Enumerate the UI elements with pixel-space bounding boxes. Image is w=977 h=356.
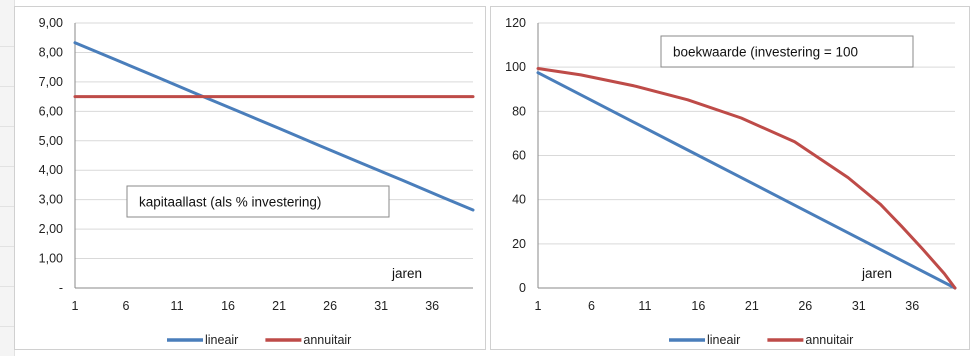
x-tick-label: 16 — [691, 299, 705, 313]
annotation-box — [660, 35, 914, 68]
legend-label-lineair: lineair — [205, 333, 238, 347]
chart-kapitaallast-svg: -1,002,003,004,005,006,007,008,009,001 6 1… — [39, 16, 475, 347]
x-tick-label: 1 — [72, 299, 79, 313]
y-tick-label: 20 — [512, 237, 526, 251]
y-tick-label: 5,00 — [39, 134, 63, 148]
y-tick-label: - — [59, 281, 63, 295]
x-tick-label: 6 — [123, 299, 130, 313]
y-tick-label: 80 — [512, 104, 526, 118]
y-tick-label: 7,00 — [39, 75, 63, 89]
y-tick-label: 4,00 — [39, 163, 63, 177]
y-tick-label: 8,00 — [39, 45, 63, 59]
annotation-box — [126, 185, 390, 218]
chart-kapitaallast: -1,00 2,00 3,00 4,00 5,00 6,00 7,00 8,00 9,00 1 6 1… — [14, 6, 486, 350]
x-tick-label: 11 — [638, 299, 651, 313]
y-tick-label: 1,00 — [39, 252, 63, 266]
x-axis-label: jaren — [391, 266, 422, 281]
y-tick-label: 60 — [512, 149, 526, 163]
x-tick-label: 31 — [852, 299, 866, 313]
y-tick-label: 6,00 — [39, 104, 63, 118]
series-line-lineair — [73, 41, 475, 212]
y-tick-label: 40 — [512, 193, 526, 207]
annotation-text: boekwaarde (investering = 100 — [673, 45, 858, 60]
y-tick-label: 0 — [519, 281, 526, 295]
x-tick-label: 31 — [374, 299, 388, 313]
chart-boekwaarde: 0 20 40 60 80 100 120 1 6 11 16 21 26 31 36 boekwaarde … — [490, 6, 970, 350]
series-line-annuitair — [536, 67, 957, 290]
legend-label-annuitair: annuitair — [303, 333, 351, 347]
x-tick-label: 1 — [535, 299, 542, 313]
y-tick-label: 120 — [505, 16, 526, 30]
y-tick-label: 3,00 — [39, 193, 63, 207]
row-gutter — [0, 0, 15, 356]
x-tick-label: 26 — [798, 299, 812, 313]
y-tick-label: 2,00 — [39, 222, 63, 236]
legend-label-lineair: lineair — [707, 333, 740, 347]
x-tick-label: 16 — [221, 299, 235, 313]
x-tick-label: 36 — [905, 299, 919, 313]
x-tick-label: 36 — [425, 299, 439, 313]
x-tick-label: 21 — [272, 299, 286, 313]
series-line-lineair — [536, 71, 957, 290]
x-tick-label: 6 — [588, 299, 595, 313]
y-tick-label: 100 — [505, 60, 526, 74]
x-tick-label: 11 — [171, 299, 184, 313]
x-axis-label: jaren — [861, 266, 892, 281]
x-tick-label: 26 — [323, 299, 337, 313]
annotation-text: kapitaallast (als % investering) — [139, 195, 321, 210]
legend-label-annuitair: annuitair — [805, 333, 853, 347]
x-tick-label: 21 — [745, 299, 759, 313]
y-tick-label: 9,00 — [39, 16, 63, 30]
